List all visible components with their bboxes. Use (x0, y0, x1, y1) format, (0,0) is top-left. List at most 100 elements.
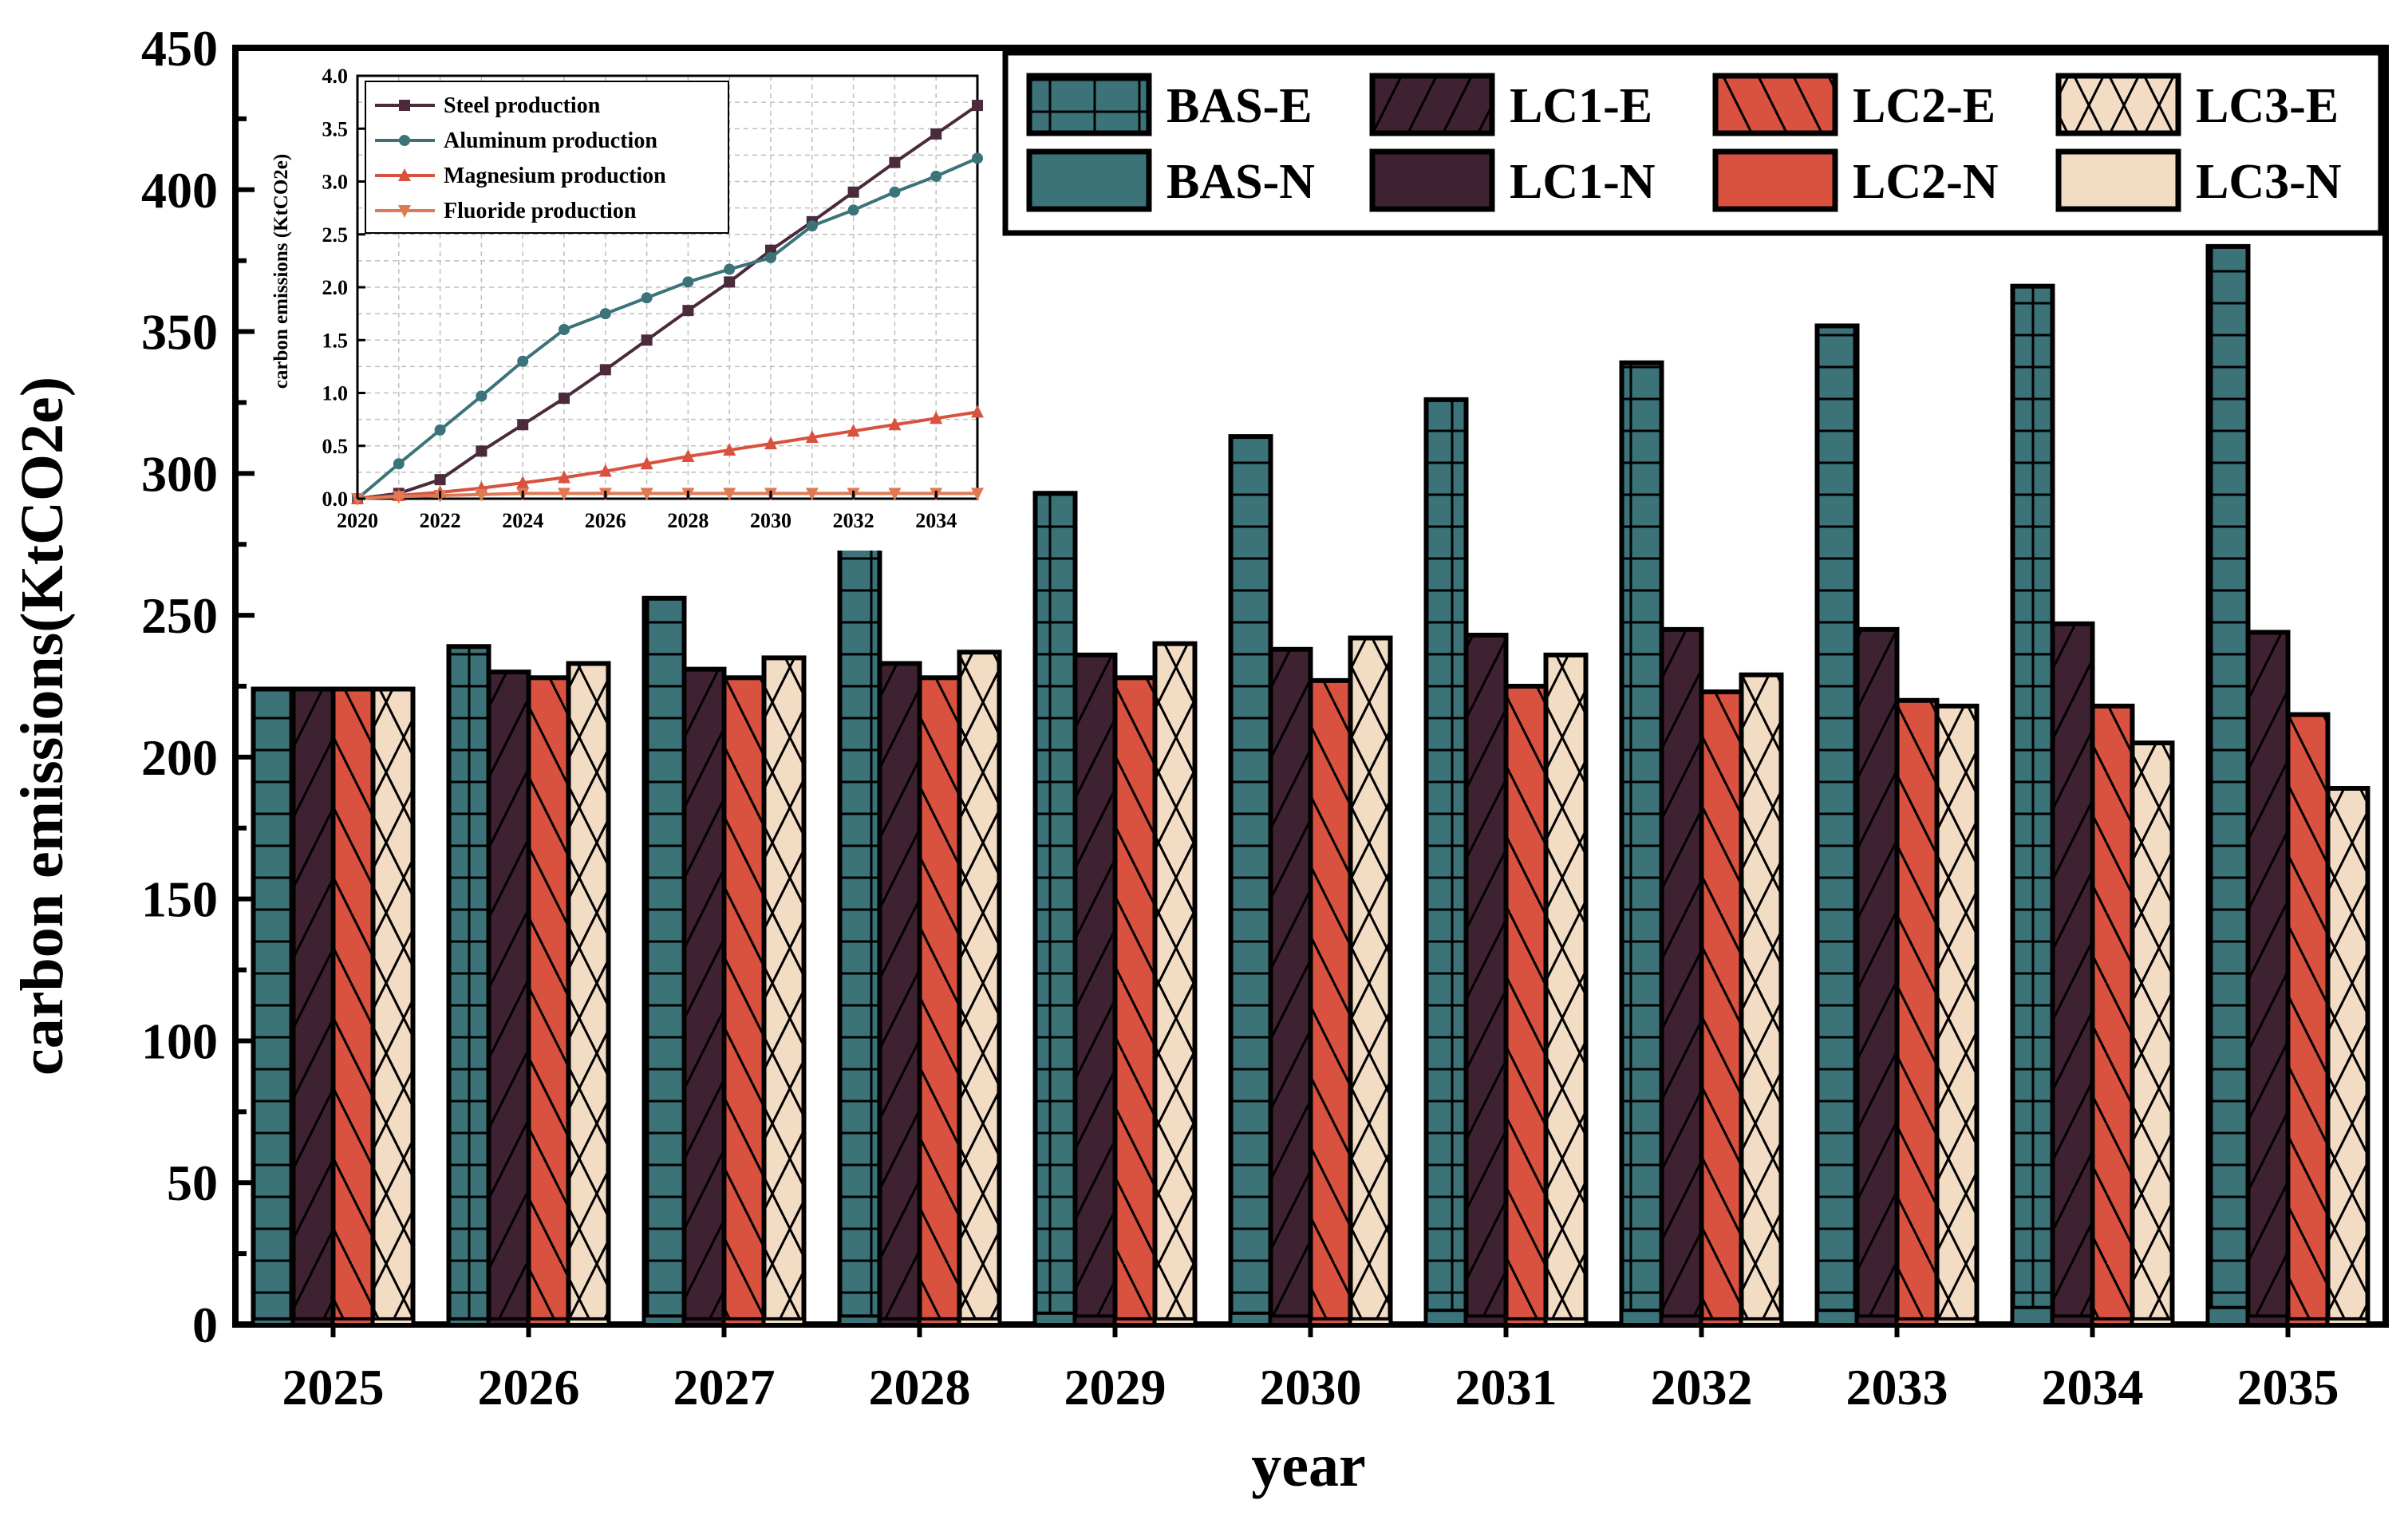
bar-e-segment (2130, 1317, 2174, 1327)
bar-hatch (566, 661, 611, 1327)
inset-legend-item-fluoride-production: Fluoride production (375, 199, 637, 223)
bar-hatch (2130, 740, 2175, 1327)
inset-y-axis-label: carbon emissions (KtCO2e) (270, 154, 292, 389)
bar-e-segment (957, 1317, 1001, 1327)
bar-hatch (526, 675, 571, 1327)
x-tick-label: 2027 (673, 1359, 776, 1415)
legend-label: BAS-N (1166, 155, 1315, 209)
inset-point (599, 364, 611, 376)
inset-point (765, 251, 776, 263)
bar-lc3-2032 (1739, 672, 1784, 1327)
bar-lc3-2028 (957, 649, 1002, 1327)
bar-hatch (761, 655, 807, 1327)
inset-point (889, 156, 901, 168)
inset-point (888, 488, 902, 501)
bar-lc3-2034 (2130, 740, 2175, 1327)
inset-point (847, 424, 860, 437)
bar-e-segment (566, 1317, 610, 1327)
inset-point (847, 186, 859, 198)
bar-bas-2029 (1032, 491, 1078, 1328)
bar-hatch (446, 644, 491, 1327)
inset-point (682, 276, 694, 288)
inset-point (598, 464, 612, 477)
bar-lc1-2028 (877, 661, 922, 1327)
bar-e-segment (1739, 1317, 1783, 1327)
bar-hatch (681, 666, 727, 1327)
inset-point (641, 334, 653, 346)
legend-swatch (1369, 148, 1495, 212)
bar-lc3-2031 (1543, 652, 1589, 1327)
bar-hatch (877, 661, 922, 1327)
bar-lc2-2028 (917, 675, 962, 1327)
legend-item-lc3-n: LC3-N (2055, 148, 2342, 212)
legend-swatch (1712, 73, 1838, 136)
inset-legend-item-magnesium-production: Magnesium production (375, 164, 666, 188)
bar-lc1-2034 (2050, 621, 2095, 1327)
bar-lc2-2029 (1112, 675, 1158, 1327)
inset-point (398, 168, 411, 181)
bar-e-segment (487, 1317, 531, 1327)
inset-ticks: 0.0 0.5 1.0 1.5 2.0 2.5 3.0 3.5 4.0 2020 2022 2024 2… (322, 65, 957, 532)
bar-e-segment (1699, 1317, 1743, 1327)
y-tick-label: 100 (141, 1013, 218, 1069)
y-tick-label: 200 (141, 729, 218, 786)
bar-bas-2027 (641, 595, 687, 1327)
inset-line (357, 492, 977, 500)
inset-lines (351, 100, 984, 506)
y-tick-label: 150 (141, 871, 218, 928)
inset-x-tick-label: 2022 (420, 509, 461, 532)
inset-point (723, 443, 736, 456)
bar-hatch (251, 686, 296, 1327)
bar-hatch (290, 686, 336, 1327)
bar-lc2-2031 (1503, 684, 1549, 1327)
bar-bas-2031 (1423, 397, 1469, 1327)
bar-e-segment (1855, 1314, 1899, 1327)
inset-point (558, 470, 570, 484)
inset-y-tick-label: 0.0 (322, 488, 349, 511)
bar-hatch (957, 649, 1002, 1327)
bar-lc2-2032 (1699, 689, 1744, 1327)
bar-e-segment (682, 1317, 726, 1327)
legend-swatch-hatch (1715, 76, 1835, 133)
bar-e-segment (2051, 1314, 2094, 1327)
main-y-ticks: 0 50 100 150 200 250 300 350 400 450 (141, 20, 255, 1353)
inset-point (392, 491, 405, 504)
bar-hatch (1699, 689, 1744, 1327)
legend-label: LC2-E (1853, 79, 1995, 133)
inset-legend-label: Fluoride production (444, 199, 637, 223)
bar-lc1-2029 (1072, 652, 1118, 1327)
main-bars (251, 243, 2370, 1328)
x-tick-label: 2033 (1846, 1359, 1948, 1415)
bar-e-segment (527, 1317, 570, 1327)
legend-swatch (1369, 73, 1495, 136)
inset-point (599, 308, 611, 320)
bar-e-segment (2246, 1314, 2290, 1327)
bar-hatch (486, 669, 531, 1327)
inset-series-magnesium-production (351, 405, 984, 504)
bar-e-segment (1424, 1309, 1468, 1326)
legend: BAS-E LC1-E LC2-E LC3-E BAS-N LC1-N LC2-N LC3-N (1002, 49, 2384, 236)
inset-point (640, 456, 653, 470)
bar-hatch (1894, 697, 1940, 1327)
legend-item-lc3-e: LC3-E (2055, 73, 2339, 136)
bar-lc3-2035 (2325, 786, 2370, 1327)
bar-bas-2028 (837, 544, 882, 1327)
inset-point (972, 100, 983, 112)
bar-hatch (2325, 786, 2370, 1327)
inset-y-tick-label: 2.5 (322, 223, 349, 247)
bar-bas-2026 (446, 644, 491, 1327)
inset-y-tick-label: 0.5 (322, 435, 349, 458)
inset-point (398, 205, 411, 218)
legend-label: LC2-N (1853, 155, 1999, 209)
bar-lc1-2025 (290, 686, 336, 1327)
bar-bas-2033 (1814, 323, 1860, 1327)
legend-swatch-fill (2059, 152, 2178, 209)
bar-e-segment (447, 1317, 491, 1327)
bar-e-segment (2326, 1317, 2370, 1327)
bar-hatch (1032, 491, 1078, 1328)
y-axis-label: carbon emissions(KtCO2e) (9, 377, 76, 1076)
bar-hatch (1228, 434, 1273, 1327)
x-tick-label: 2025 (282, 1359, 385, 1415)
legend-item-bas-n: BAS-N (1026, 148, 1315, 212)
bar-hatch (1739, 672, 1784, 1327)
